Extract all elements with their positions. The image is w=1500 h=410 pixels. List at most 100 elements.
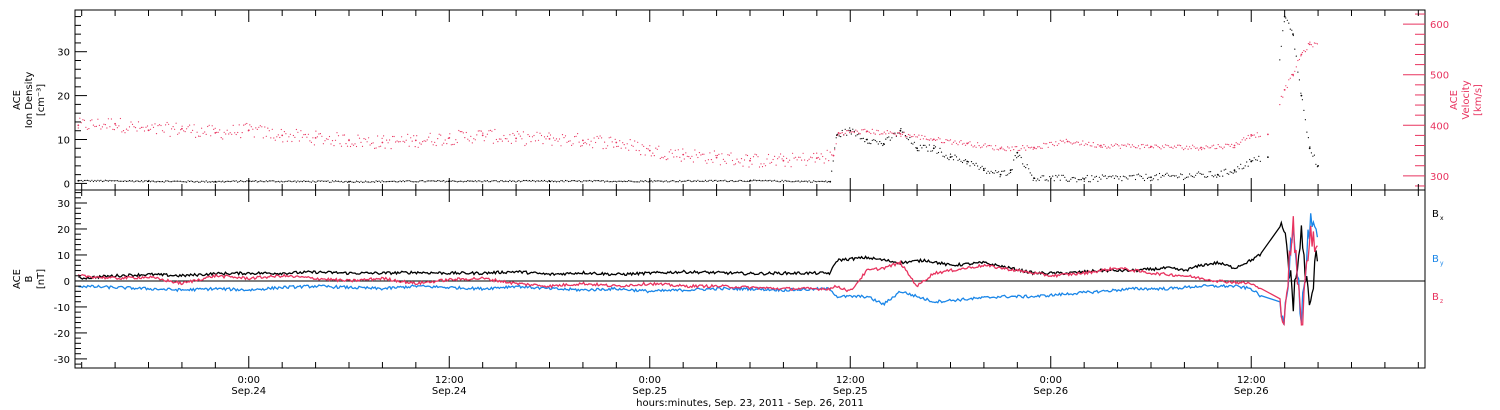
density-point	[447, 180, 449, 182]
density-point	[395, 181, 397, 183]
density-point	[351, 181, 353, 183]
density-point	[957, 159, 959, 161]
velocity-point	[1223, 146, 1225, 148]
velocity-point	[143, 130, 146, 132]
field-series-Bz-line	[77, 216, 1318, 327]
velocity-point	[114, 122, 116, 125]
velocity-point	[503, 134, 505, 137]
velocity-point	[571, 144, 573, 146]
velocity-point	[632, 145, 634, 147]
density-point	[143, 180, 146, 182]
velocity-point	[539, 132, 541, 134]
density-point	[764, 179, 767, 181]
density-point	[468, 180, 470, 182]
velocity-point	[384, 147, 386, 149]
density-point	[346, 181, 349, 183]
density-point	[1041, 175, 1043, 177]
density-point	[1246, 161, 1248, 163]
velocity-point	[297, 131, 299, 133]
velocity-point	[787, 161, 789, 163]
density-point	[1082, 177, 1084, 179]
density-point	[411, 181, 413, 183]
density-point	[712, 180, 714, 182]
velocity-point	[324, 140, 326, 142]
velocity-point	[533, 134, 535, 137]
velocity-point	[202, 132, 204, 134]
velocity-point	[1310, 44, 1312, 46]
velocity-point	[549, 134, 552, 136]
density-point	[328, 181, 331, 183]
density-point	[933, 144, 935, 147]
x-tick-date: Sep.26	[1033, 386, 1068, 397]
density-point	[964, 159, 967, 161]
density-point	[295, 181, 297, 183]
density-point	[637, 181, 639, 183]
velocity-point	[679, 156, 681, 158]
velocity-point	[605, 147, 607, 149]
velocity-point	[664, 155, 666, 158]
velocity-point	[1177, 144, 1179, 146]
velocity-point	[431, 141, 433, 143]
density-point	[131, 180, 134, 182]
density-point	[644, 180, 646, 182]
density-point	[1007, 174, 1009, 176]
density-point	[771, 180, 773, 182]
density-point	[1288, 22, 1290, 24]
density-point	[676, 181, 678, 183]
velocity-point	[757, 156, 759, 158]
density-point	[273, 180, 275, 182]
velocity-point	[652, 152, 654, 154]
density-point	[873, 139, 875, 141]
field-series-Bx-line	[78, 220, 1319, 312]
velocity-point	[1178, 144, 1180, 146]
x-tick-time: 0:00	[238, 375, 260, 386]
density-point	[208, 181, 210, 183]
velocity-point	[1041, 147, 1043, 149]
density-point	[282, 181, 284, 183]
density-point	[277, 180, 279, 182]
density-point	[1116, 176, 1118, 178]
velocity-point	[963, 142, 965, 144]
density-point	[967, 161, 970, 163]
velocity-point	[876, 129, 878, 131]
density-point	[1207, 176, 1209, 178]
density-point	[434, 180, 436, 182]
velocity-point	[701, 153, 704, 155]
velocity-point	[229, 132, 231, 134]
velocity-point	[1207, 146, 1209, 148]
density-point	[1285, 17, 1287, 19]
field-tick-label: 0	[64, 277, 70, 288]
velocity-point	[285, 133, 287, 135]
velocity-point	[1195, 147, 1197, 149]
density-point	[1088, 181, 1090, 183]
density-point	[325, 180, 328, 182]
density-point	[399, 180, 401, 182]
velocity-point	[826, 149, 828, 151]
velocity-point	[268, 130, 270, 132]
velocity-point	[374, 147, 376, 149]
velocity-point	[1164, 144, 1167, 146]
density-point	[916, 147, 918, 150]
velocity-point	[682, 148, 684, 150]
density-point	[916, 150, 919, 152]
velocity-point	[380, 145, 382, 147]
velocity-point	[195, 136, 197, 138]
velocity-point	[957, 144, 959, 146]
velocity-point	[569, 140, 571, 142]
density-point	[315, 181, 317, 183]
velocity-point	[560, 145, 562, 147]
density-point	[954, 154, 956, 156]
velocity-point	[422, 141, 424, 143]
velocity-point	[766, 158, 768, 160]
velocity-point	[444, 139, 446, 141]
velocity-point	[507, 140, 509, 142]
density-point	[168, 180, 170, 182]
velocity-point	[1280, 95, 1282, 97]
velocity-point	[728, 154, 731, 156]
density-point	[1158, 172, 1161, 175]
velocity-point	[199, 135, 201, 137]
velocity-point	[393, 135, 395, 138]
velocity-point	[853, 131, 855, 134]
velocity-point	[441, 144, 443, 146]
density-point	[262, 181, 264, 183]
